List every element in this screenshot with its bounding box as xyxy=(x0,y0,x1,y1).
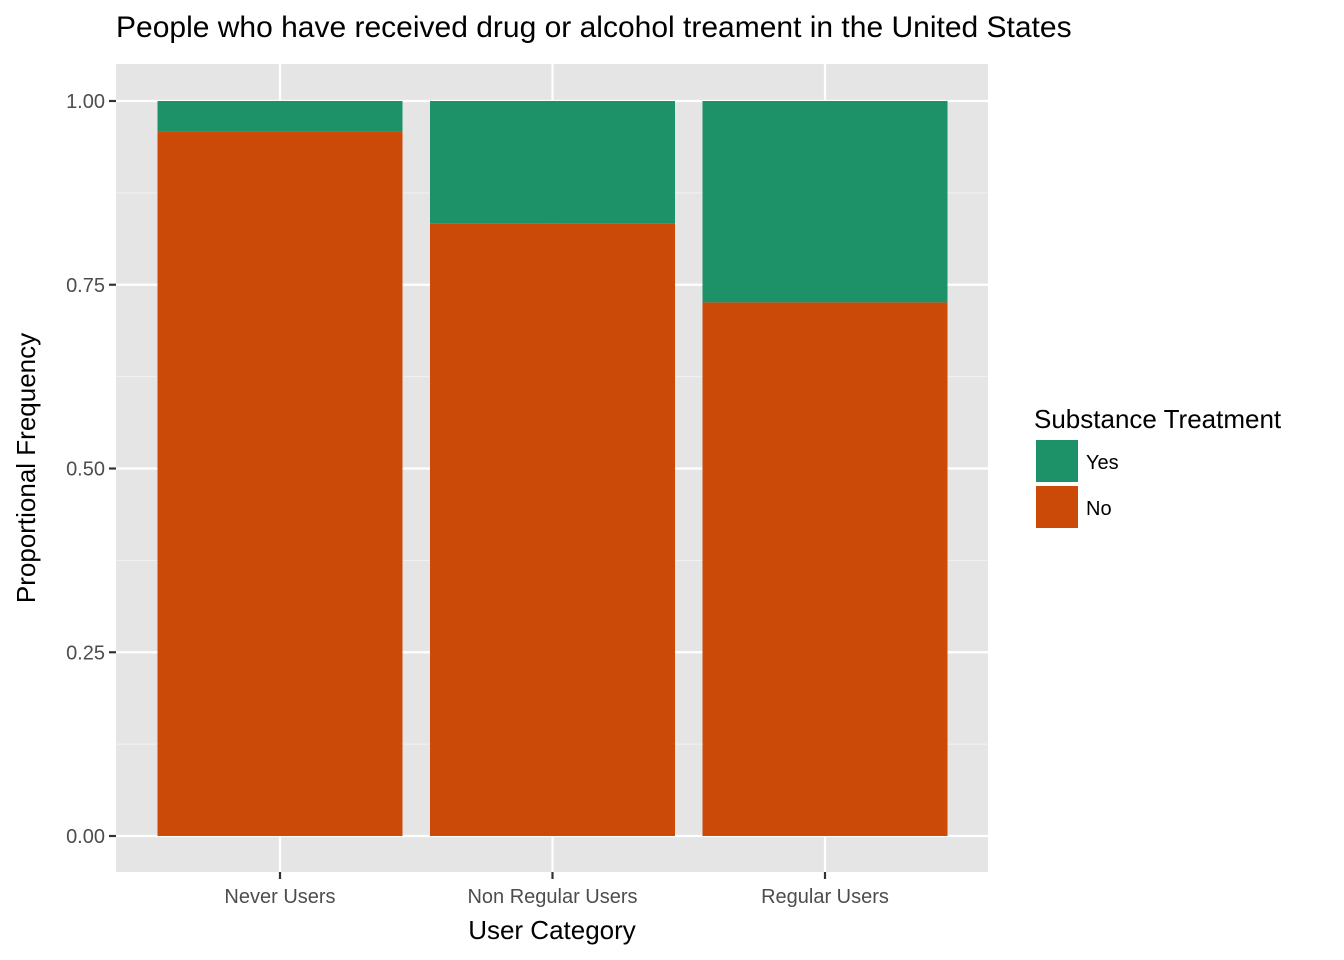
y-tick-label: 0.25 xyxy=(66,642,105,664)
bar-no-regular-users xyxy=(702,302,948,836)
bars xyxy=(157,101,948,836)
bar-yes-regular-users xyxy=(702,101,948,303)
legend-label-yes: Yes xyxy=(1086,452,1119,474)
legend-label-no: No xyxy=(1086,498,1112,520)
bar-yes-non-regular-users xyxy=(430,101,675,224)
y-tick-label: 0.75 xyxy=(66,275,105,297)
legend: Substance Treatment Yes No xyxy=(1034,404,1282,528)
bar-no-non-regular-users xyxy=(430,223,675,836)
x-tick-label: Never Users xyxy=(224,886,335,908)
chart-title: People who have received drug or alcohol… xyxy=(116,11,1072,44)
y-axis: 0.00 0.25 0.50 0.75 1.00 xyxy=(66,91,116,848)
legend-swatch-yes xyxy=(1036,440,1078,482)
bar-yes-never-users xyxy=(157,101,403,132)
x-axis-title: User Category xyxy=(468,915,636,945)
y-tick-label: 0.00 xyxy=(66,826,105,848)
bar-no-never-users xyxy=(157,131,403,836)
x-axis: Never Users Non Regular Users Regular User… xyxy=(224,872,889,908)
y-tick-label: 1.00 xyxy=(66,91,105,113)
x-tick-label: Regular Users xyxy=(761,886,889,908)
x-tick-label: Non Regular Users xyxy=(467,886,637,908)
legend-title: Substance Treatment xyxy=(1034,404,1282,434)
legend-swatch-no xyxy=(1036,486,1078,528)
y-axis-title: Proportional Frequency xyxy=(11,333,41,603)
y-tick-label: 0.50 xyxy=(66,459,105,481)
